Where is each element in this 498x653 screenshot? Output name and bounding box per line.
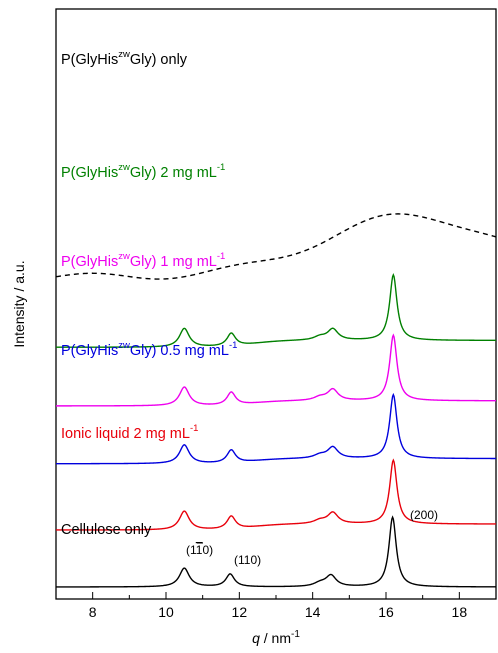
- series-line-5: [55, 213, 497, 280]
- series-line-4: [56, 273, 497, 348]
- peak-label-1-1bar-0: (110): [186, 543, 213, 557]
- series-line-0: [56, 515, 496, 588]
- x-axis-label: q / nm-1: [252, 629, 300, 646]
- peak-label-110: (110): [234, 553, 261, 567]
- x-tick-label: 10: [158, 604, 174, 620]
- x-tick-label: 16: [378, 604, 394, 620]
- x-tick-label: 14: [305, 604, 321, 620]
- series-label-ionic-liquid: Ionic liquid 2 mg mL-1: [61, 423, 198, 442]
- series-label-p-1mg: P(GlyHiszwGly) 1 mg mL-1: [61, 251, 225, 270]
- series-line-1: [56, 458, 496, 531]
- x-axis-ticks: 8 10 12 14 16 18: [55, 592, 497, 620]
- series-label-p-2mg: P(GlyHiszwGly) 2 mg mL-1: [61, 162, 225, 181]
- x-tick-label: 18: [452, 604, 468, 620]
- peak-label-200: (200): [410, 508, 438, 522]
- x-tick-label: 8: [89, 604, 97, 620]
- series-label-cellulose: Cellulose only: [61, 522, 152, 538]
- series-traces: [55, 213, 497, 588]
- series-label-p-only: P(GlyHiszwGly) only: [61, 49, 188, 68]
- series-line-2: [56, 392, 496, 465]
- series-label-p-05mg: P(GlyHiszwGly) 0.5 mg mL-1: [61, 340, 237, 359]
- y-axis-label: Intensity / a.u.: [11, 260, 27, 347]
- x-tick-label: 12: [232, 604, 248, 620]
- series-line-3: [56, 333, 497, 407]
